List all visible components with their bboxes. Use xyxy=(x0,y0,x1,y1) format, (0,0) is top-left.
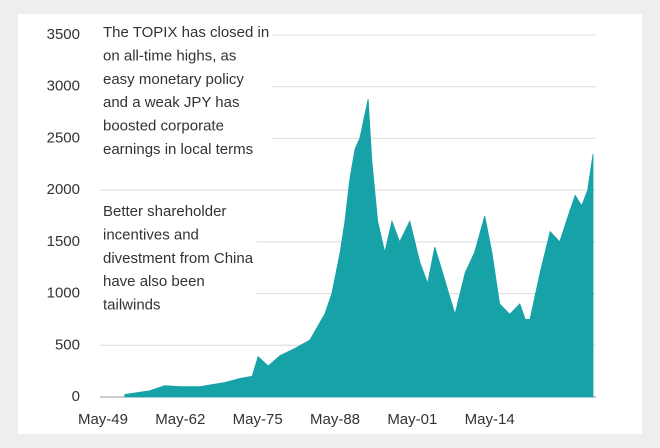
y-tick-label: 1500 xyxy=(47,233,80,250)
x-tick-label: May-49 xyxy=(78,411,128,428)
y-tick-label: 3000 xyxy=(47,78,80,95)
y-tick-label: 500 xyxy=(55,336,80,353)
annotation-line: tailwinds xyxy=(103,297,161,314)
x-tick-label: May-88 xyxy=(310,411,360,428)
y-tick-label: 2000 xyxy=(47,181,80,198)
annotation-line: on all-time highs, as xyxy=(103,47,236,64)
annotation-line: Better shareholder xyxy=(103,203,226,220)
annotation-line: incentives and xyxy=(103,226,199,243)
x-tick-label: May-01 xyxy=(387,411,437,428)
y-tick-label: 3500 xyxy=(47,26,80,43)
annotation-line: earnings in local terms xyxy=(103,141,253,158)
y-tick-label: 0 xyxy=(72,388,80,405)
x-tick-label: May-62 xyxy=(155,411,205,428)
annotation-line: The TOPIX has closed in xyxy=(103,24,269,41)
annotation-line: and a weak JPY has xyxy=(103,94,239,111)
area xyxy=(124,99,594,398)
x-tick-label: May-14 xyxy=(465,411,515,428)
annotation-background xyxy=(100,200,257,317)
y-tick-label: 2500 xyxy=(47,129,80,146)
annotation-line: boosted corporate xyxy=(103,118,224,135)
annotation-line: easy monetary policy xyxy=(103,71,244,88)
annotation-line: have also been xyxy=(103,273,205,290)
annotation-background xyxy=(100,21,273,162)
x-tick-label: May-75 xyxy=(233,411,283,428)
annotation-line: divestment from China xyxy=(103,250,254,267)
y-tick-label: 1000 xyxy=(47,285,80,302)
